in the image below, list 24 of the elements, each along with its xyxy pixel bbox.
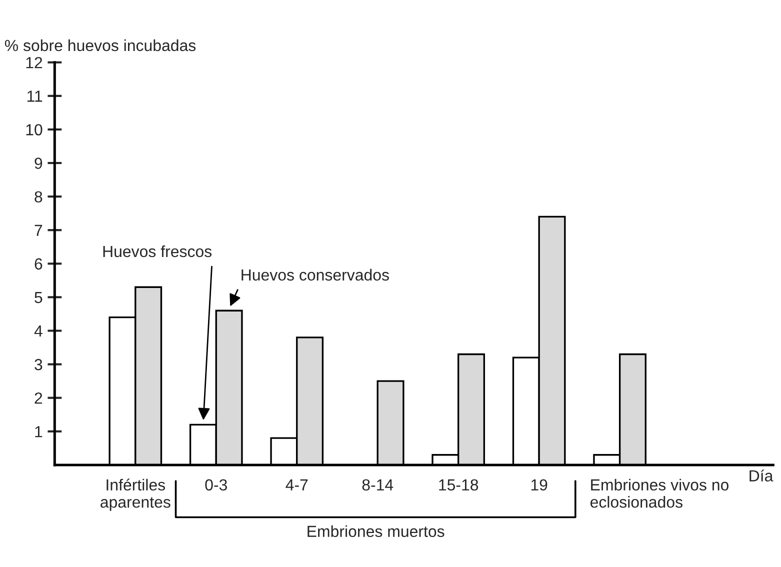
y-tick-label: 9 — [34, 158, 42, 169]
x-tick-label: 4-7 — [286, 479, 308, 490]
x-tick-label: 19 — [531, 479, 548, 491]
y-axis-title: % sobre huevos incubadas — [4, 39, 196, 52]
text: Embriones muertos — [308, 525, 444, 538]
series-label: Huevos conservados — [242, 268, 389, 281]
y-tick-label: 11 — [27, 90, 42, 102]
x-tick-label: 15-18 — [439, 479, 478, 491]
y-tick-label: 4 — [34, 326, 42, 337]
x-tick-label: 0-3 — [205, 479, 227, 491]
x-tick-label: Infértiles aparentes — [100, 478, 170, 511]
y-tick-label: 2 — [34, 392, 42, 404]
x-axis-title: Día — [750, 470, 774, 482]
y-tick-label: 7 — [34, 224, 42, 236]
y-tick-label: 5 — [34, 292, 42, 304]
x-tick-label: Embriones vivos no eclosionados — [590, 478, 729, 508]
y-tick-label: 8 — [34, 191, 42, 203]
y-tick-label: 6 — [34, 258, 42, 270]
y-tick-label: 1 — [35, 426, 42, 438]
x-tick-label: 8-14 — [362, 479, 394, 491]
y-tick-label: 12 — [26, 57, 42, 68]
y-tick-label: 10 — [26, 124, 42, 136]
text: Huevos frescos — [103, 245, 212, 258]
y-tick-label: 3 — [34, 358, 42, 370]
